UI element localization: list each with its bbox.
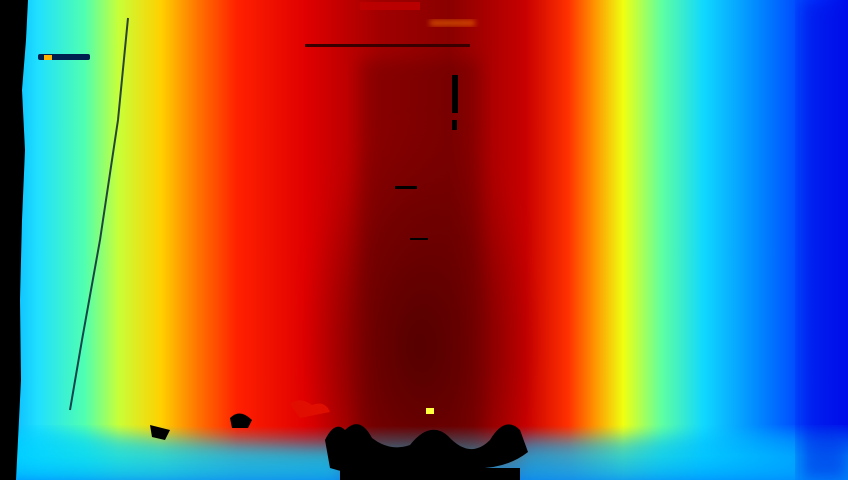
vertical-gap bbox=[452, 75, 458, 113]
bottom-cyan-band bbox=[0, 430, 340, 480]
bottom-invalid-blob-3 bbox=[230, 413, 252, 428]
left-invalid-border bbox=[0, 0, 28, 480]
left-edge-line bbox=[69, 17, 129, 411]
bottom-invalid-blob-2 bbox=[150, 425, 170, 440]
bottom-bright-spot bbox=[426, 408, 434, 414]
bottom-invalid-strip bbox=[340, 468, 520, 480]
horizontal-gap bbox=[395, 186, 417, 189]
top-bar-segment-2 bbox=[430, 20, 475, 26]
vertical-gap-2 bbox=[452, 120, 457, 130]
bottom-red-blob bbox=[290, 400, 330, 418]
top-left-artifact-core bbox=[44, 55, 52, 60]
top-bar-line bbox=[305, 44, 470, 47]
horizontal-gap-2 bbox=[410, 238, 428, 240]
right-edge-region bbox=[800, 0, 848, 480]
top-bar-segment bbox=[360, 2, 420, 10]
bottom-cyan-band-right bbox=[520, 430, 848, 480]
bottom-invalid-blob bbox=[325, 424, 528, 474]
